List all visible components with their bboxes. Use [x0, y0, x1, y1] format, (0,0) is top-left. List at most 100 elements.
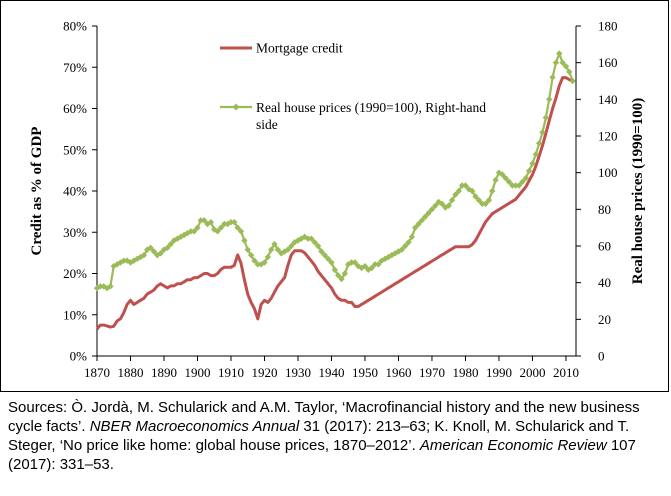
data-point-house-price: [237, 228, 245, 235]
data-point-house-price: [566, 68, 573, 76]
data-point-house-price: [418, 217, 426, 224]
data-point-house-price: [432, 202, 439, 209]
data-point-house-price: [375, 261, 382, 268]
x-tick-label: 1980: [452, 365, 478, 380]
data-point-house-price: [569, 77, 576, 85]
series-line-1: [95, 76, 574, 331]
data-point-house-price: [284, 246, 292, 253]
data-point-house-price: [552, 59, 560, 66]
data-point-house-price: [97, 283, 104, 290]
data-point-house-price: [371, 261, 379, 268]
left-tick-label: 10%: [63, 307, 87, 322]
data-point-house-price: [274, 246, 282, 253]
x-tick-label: 1900: [184, 365, 210, 380]
line-chart: 0% 10% 20% 30% 40% 50% 60% 70% 80% 0 20 40 60 80 100 12…: [29, 19, 646, 381]
data-point-house-price: [214, 228, 221, 235]
data-point-house-price: [197, 217, 205, 224]
left-tick-label: 70%: [63, 60, 87, 75]
data-point-house-price: [251, 257, 258, 264]
data-point-house-price: [267, 246, 275, 253]
data-point-house-price: [415, 220, 422, 228]
data-point-house-price: [361, 262, 369, 270]
data-point-house-price: [227, 218, 235, 226]
data-point-house-price: [311, 239, 318, 246]
right-tick-label: 180: [598, 19, 618, 34]
data-point-house-price: [167, 240, 174, 248]
right-tick-label: 120: [598, 129, 618, 144]
data-point-house-price: [448, 196, 456, 204]
data-point-house-price: [455, 187, 462, 195]
data-point-house-price: [425, 209, 432, 217]
data-point-house-price: [458, 182, 466, 189]
legend-label-mortgage: Mortgage credit: [256, 41, 343, 56]
journal-name-nber: NBER Macroeconomics Annual: [89, 418, 300, 435]
data-point-house-price: [217, 224, 225, 231]
source-text-middle: 31 (2017): 213–63; K. Knoll, M. Schulari…: [8, 418, 630, 454]
data-point-house-price: [525, 167, 533, 175]
data-point-house-price: [254, 261, 261, 268]
data-point-house-price: [133, 255, 141, 263]
left-tick-label: 80%: [63, 19, 87, 34]
right-tick-label: 100: [598, 165, 618, 180]
data-point-house-price: [318, 248, 325, 255]
data-point-house-price: [505, 178, 513, 186]
x-tick-label: 1930: [285, 365, 311, 380]
data-point-house-price: [452, 191, 459, 198]
data-point-house-price: [522, 174, 529, 182]
source-text-suffix: 107 (2017): 331–53.: [8, 437, 636, 473]
data-point-house-price: [398, 246, 406, 253]
data-point-house-price: [535, 140, 543, 147]
source-text-prefix: Sources: Ò. Jordà, M. Schularick and A.M…: [8, 399, 640, 435]
data-point-house-price: [244, 246, 251, 253]
right-tick-label: 60: [598, 239, 611, 254]
right-tick-label: 0: [598, 349, 605, 364]
left-tick-label: 30%: [63, 225, 87, 240]
data-point-house-price: [314, 242, 322, 250]
data-point-house-price: [207, 218, 215, 226]
data-point-house-price: [261, 259, 268, 266]
data-point-house-price: [271, 240, 278, 248]
left-tick-label: 50%: [63, 142, 87, 157]
data-point-house-price: [529, 160, 536, 167]
journal-name-aer: American Economic Review: [419, 437, 607, 454]
x-tick-label: 1920: [251, 365, 277, 380]
left-tick-label: 20%: [63, 266, 87, 281]
data-point-house-price: [539, 129, 546, 136]
data-point-house-price: [428, 206, 436, 213]
data-point-house-price: [321, 251, 328, 259]
x-tick-label: 1950: [352, 365, 378, 380]
right-tick-label: 140: [598, 92, 618, 107]
data-point-house-price: [562, 63, 570, 70]
data-point-house-price: [157, 250, 164, 257]
data-point-house-price: [559, 59, 566, 66]
data-point-house-price: [532, 151, 540, 158]
data-point-house-price: [515, 182, 523, 189]
data-point-house-price: [462, 182, 469, 189]
data-point-house-price: [144, 246, 151, 253]
data-point-house-price: [479, 200, 486, 208]
data-point-house-price: [150, 248, 158, 255]
x-tick-label: 1960: [385, 365, 411, 380]
data-point-house-price: [304, 235, 312, 242]
left-tick-label: 60%: [63, 101, 87, 116]
data-point-house-price: [468, 187, 476, 195]
data-point-house-price: [338, 275, 345, 283]
x-tick-label: 1910: [218, 365, 244, 380]
source-note: Sources: Ò. Jordà, M. Schularick and A.M…: [8, 398, 663, 474]
x-tick-label: 1890: [151, 365, 177, 380]
data-point-house-price: [368, 264, 375, 272]
data-point-house-price: [348, 259, 355, 266]
data-point-house-price: [211, 226, 218, 233]
chart-container: 0% 10% 20% 30% 40% 50% 60% 70% 80% 0 20 40 60 80 100 12…: [0, 0, 669, 392]
data-point-house-price: [200, 217, 208, 224]
data-point-house-price: [331, 266, 339, 274]
x-tick-label: 2010: [553, 365, 579, 380]
data-point-house-price: [180, 231, 188, 239]
data-point-house-price: [264, 253, 272, 261]
data-point-house-price: [164, 244, 171, 252]
data-point-house-price: [247, 251, 255, 259]
data-point-house-price: [502, 174, 509, 182]
left-axis-title: Credit as % of GDP: [29, 127, 45, 256]
x-tick-label: 1870: [84, 365, 110, 380]
x-tick-label: 2000: [519, 365, 545, 380]
